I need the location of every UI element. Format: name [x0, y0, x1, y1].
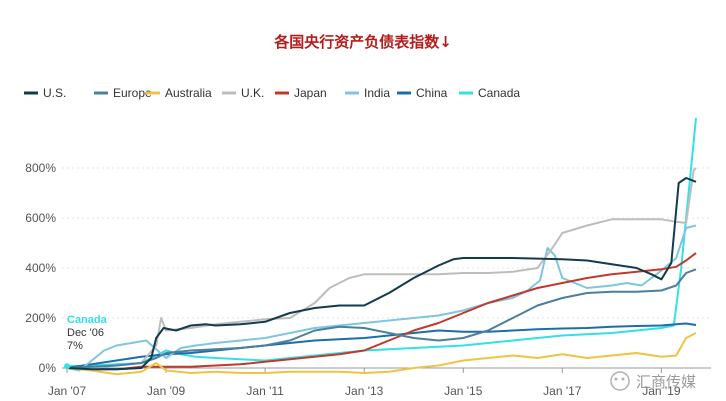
- watermark: 汇商传媒: [610, 371, 696, 391]
- y-axis-ticks: 0% 200% 400% 600% 800%: [25, 161, 56, 375]
- y-tick-label-2: 400%: [25, 261, 56, 275]
- legend-label-7: Canada: [478, 86, 520, 100]
- legend-label-1: Europe: [113, 86, 152, 100]
- series-line-china: [66, 322, 697, 369]
- legend-label-5: India: [364, 86, 390, 100]
- x-tick-label-4: Jan '15: [444, 384, 483, 398]
- gridlines: [62, 167, 711, 369]
- annotation-marker: [64, 363, 70, 370]
- wechat-icon-eye-left: [614, 377, 618, 381]
- legend-label-6: China: [416, 86, 448, 100]
- legend-label-2: Australia: [165, 86, 212, 100]
- y-tick-label-1: 200%: [25, 311, 56, 325]
- y-tick-label-4: 800%: [25, 161, 56, 175]
- x-tick-label-2: Jan '11: [246, 384, 284, 398]
- y-tick-label-3: 600%: [25, 211, 56, 225]
- x-tick-label-0: Jan '07: [48, 384, 87, 398]
- x-tick-label-5: Jan '17: [543, 384, 582, 398]
- annotation-label: Canada: [67, 314, 108, 326]
- annotation-value: 7%: [67, 340, 83, 352]
- wechat-icon-eye-right: [621, 377, 625, 381]
- y-tick-label-0: 0%: [39, 361, 57, 375]
- series-line-canada: [66, 117, 697, 368]
- legend-label-4: Japan: [294, 86, 327, 100]
- chart-title: 各国央行资产负债表指数↓: [273, 33, 452, 51]
- series-line-us: [66, 177, 697, 371]
- series-line-europe: [66, 268, 697, 369]
- series-line-australia: [66, 332, 697, 376]
- annotation-date: Dec '06: [67, 327, 104, 339]
- legend-label-0: U.S.: [43, 86, 66, 100]
- series-lines: [66, 117, 697, 376]
- x-tick-label-1: Jan '09: [147, 384, 186, 398]
- x-tick-label-3: Jan '13: [345, 384, 384, 398]
- series-line-india: [66, 224, 697, 372]
- legend-label-3: U.K.: [241, 86, 264, 100]
- watermark-text: 汇商传媒: [636, 373, 696, 391]
- x-tick-label-6: Jan '19: [642, 384, 681, 398]
- legend: U.S. Europe Australia U.K. Japan India China Ca…: [24, 86, 520, 100]
- series-line-uk: [67, 167, 697, 369]
- x-axis-ticks: Jan '07 Jan '09 Jan '11 Jan '13 Jan '15 Jan '…: [48, 368, 681, 398]
- wechat-icon: [610, 371, 630, 391]
- canada-annotation: Canada Dec '06 7%: [64, 314, 108, 370]
